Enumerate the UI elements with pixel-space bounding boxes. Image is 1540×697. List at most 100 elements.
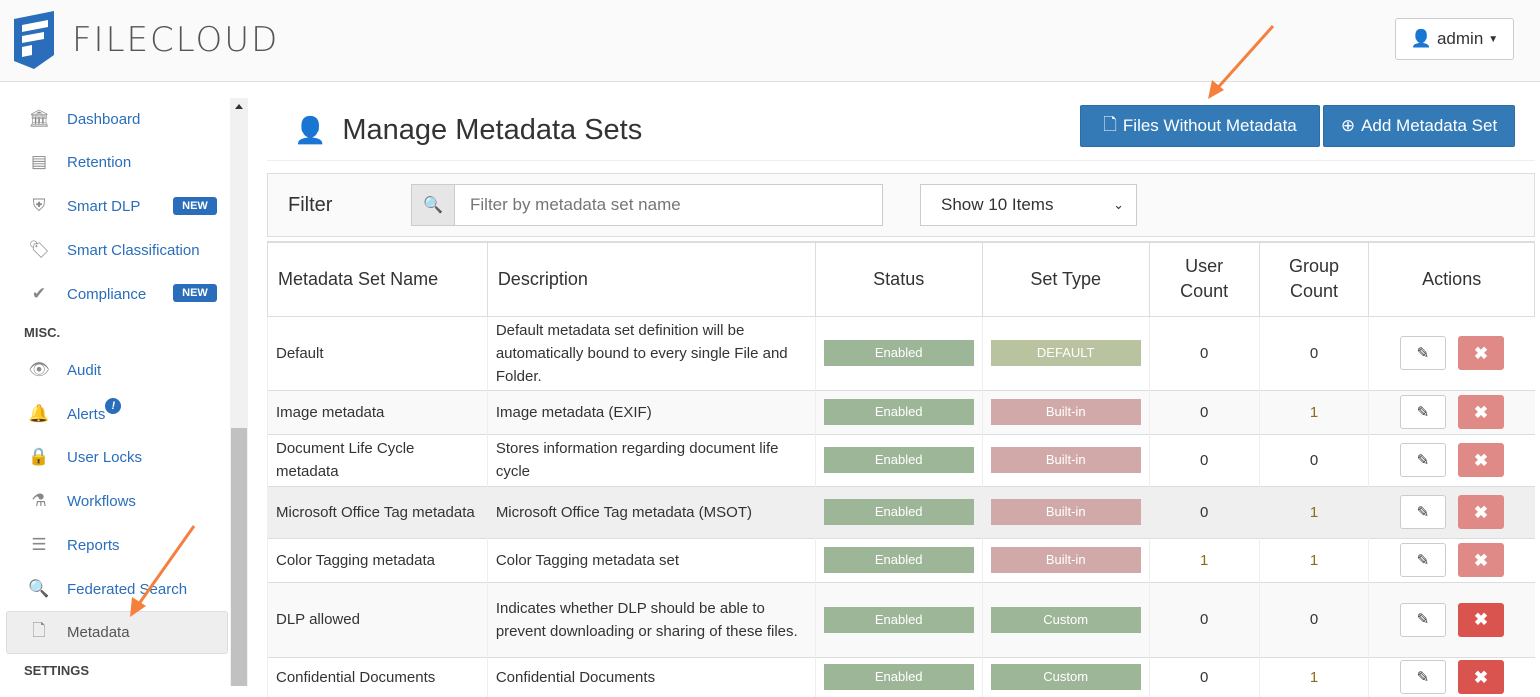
files-icon: 🗋 bbox=[32, 620, 46, 640]
cell-status: Enabled bbox=[814, 389, 983, 434]
cell-status: Enabled bbox=[814, 537, 983, 582]
bank-icon: 🏛 bbox=[28, 109, 50, 128]
delete-button[interactable]: ✖ bbox=[1457, 336, 1504, 370]
close-icon: ✖ bbox=[1473, 667, 1489, 687]
sidebar-item-compliance[interactable]: ✔ Compliance bbox=[24, 282, 146, 306]
sidebar-item-smart-classification[interactable]: 🏷 Smart Classification bbox=[24, 238, 200, 262]
sidebar-item-federated-search[interactable]: 🔍 Federated Search bbox=[24, 577, 187, 601]
cell-name: Color Tagging metadata bbox=[267, 537, 488, 582]
edit-icon: ✎ bbox=[1416, 551, 1430, 569]
sidebar-item-label: Workflows bbox=[67, 492, 136, 510]
cell-name: Microsoft Office Tag metadata bbox=[267, 485, 488, 538]
sidebar-item-user-locks[interactable]: 🔒 User Locks bbox=[24, 445, 142, 469]
close-icon: ✖ bbox=[1473, 610, 1489, 629]
scrollbar-thumb[interactable] bbox=[231, 428, 247, 686]
column-header-name[interactable]: Metadata Set Name bbox=[267, 241, 488, 317]
table-row: Color Tagging metadata Color Tagging met… bbox=[267, 537, 1535, 582]
column-header-description[interactable]: Description bbox=[486, 241, 816, 317]
filter-input[interactable] bbox=[454, 184, 883, 226]
cell-status: Enabled bbox=[814, 433, 983, 486]
column-header-user-count[interactable]: User Count bbox=[1148, 241, 1260, 317]
show-items-select[interactable]: Show 10 Items ⌄ bbox=[920, 184, 1137, 226]
cell-user-count: 0 bbox=[1148, 485, 1260, 538]
select-value: Show 10 Items bbox=[941, 195, 1054, 214]
cell-group-count: 0 bbox=[1258, 315, 1369, 390]
table-row: Microsoft Office Tag metadata Microsoft … bbox=[267, 485, 1535, 538]
edit-button[interactable]: ✎ bbox=[1399, 336, 1446, 370]
edit-button[interactable]: ✎ bbox=[1399, 495, 1446, 529]
status-badge: Enabled bbox=[823, 447, 974, 473]
set-type-badge: Custom bbox=[990, 606, 1141, 633]
cell-status: Enabled bbox=[814, 656, 983, 697]
delete-button[interactable]: ✖ bbox=[1457, 395, 1504, 429]
sidebar-scrollbar[interactable] bbox=[230, 98, 248, 686]
cell-set-type: DEFAULT bbox=[981, 315, 1150, 390]
sidebar-item-alerts[interactable]: 🔔 Alerts! bbox=[24, 398, 122, 426]
sidebar-item-label: Alerts bbox=[67, 405, 106, 423]
cell-set-type: Custom bbox=[981, 581, 1150, 657]
column-header-set-type[interactable]: Set Type bbox=[981, 241, 1150, 317]
edit-icon: ✎ bbox=[1416, 344, 1430, 362]
sidebar-item-workflows[interactable]: ⚗ Workflows bbox=[24, 489, 136, 513]
column-header-group-count[interactable]: Group Count bbox=[1258, 241, 1370, 317]
user-menu-label: admin bbox=[1436, 29, 1484, 48]
add-metadata-set-button[interactable]: ⊕ Add Metadata Set bbox=[1323, 105, 1515, 147]
sidebar-item-dashboard[interactable]: 🏛 Dashboard bbox=[24, 107, 140, 131]
delete-button[interactable]: ✖ bbox=[1457, 602, 1504, 637]
filter-label: Filter bbox=[288, 194, 333, 216]
close-icon: ✖ bbox=[1473, 343, 1489, 363]
cell-user-count: 0 bbox=[1148, 315, 1260, 390]
button-label: Files Without Metadata bbox=[1122, 116, 1297, 135]
cell-group-count: 1 bbox=[1258, 656, 1369, 697]
edit-icon: ✎ bbox=[1416, 611, 1430, 628]
files-without-metadata-button[interactable]: 🗋 Files Without Metadata bbox=[1080, 105, 1320, 147]
status-badge: Enabled bbox=[823, 499, 974, 525]
cell-name: Image metadata bbox=[267, 389, 488, 434]
cell-actions: ✎ ✖ bbox=[1368, 537, 1535, 582]
cell-actions: ✎ ✖ bbox=[1368, 485, 1535, 538]
sidebar-item-metadata[interactable]: 🗋 Metadata bbox=[24, 620, 129, 644]
sidebar-item-reports[interactable]: ☰ Reports bbox=[24, 533, 120, 557]
close-icon: ✖ bbox=[1473, 550, 1489, 570]
cell-name: DLP allowed bbox=[267, 581, 488, 657]
delete-button[interactable]: ✖ bbox=[1457, 660, 1504, 695]
flask-icon: ⚗ bbox=[31, 491, 47, 510]
column-header-status[interactable]: Status bbox=[814, 241, 983, 317]
edit-button[interactable]: ✎ bbox=[1399, 602, 1446, 637]
shield-icon: ⛨ bbox=[32, 196, 46, 215]
sidebar-item-smart-dlp[interactable]: ⛨ Smart DLP bbox=[24, 194, 141, 218]
set-type-badge: Built-in bbox=[990, 399, 1141, 425]
cell-group-count: 1 bbox=[1258, 485, 1369, 538]
cell-set-type: Built-in bbox=[981, 433, 1150, 486]
sidebar-item-label: Smart DLP bbox=[67, 197, 141, 215]
edit-button[interactable]: ✎ bbox=[1399, 660, 1446, 695]
edit-button[interactable]: ✎ bbox=[1399, 443, 1446, 477]
edit-button[interactable]: ✎ bbox=[1399, 543, 1446, 577]
page-title: 👤 Manage Metadata Sets bbox=[294, 114, 642, 147]
table-row: Confidential Documents Confidential Docu… bbox=[267, 656, 1535, 697]
filecloud-logo[interactable]: FILECLOUD bbox=[12, 11, 279, 69]
check-icon: ✔ bbox=[31, 284, 47, 303]
cell-name: Document Life Cycle metadata bbox=[267, 433, 488, 486]
delete-button[interactable]: ✖ bbox=[1457, 495, 1504, 529]
sidebar-item-label: Smart Classification bbox=[67, 241, 200, 259]
sidebar-item-label: Reports bbox=[67, 536, 120, 554]
close-icon: ✖ bbox=[1473, 502, 1489, 522]
delete-button[interactable]: ✖ bbox=[1457, 443, 1504, 477]
cell-user-count: 0 bbox=[1148, 581, 1260, 657]
delete-button[interactable]: ✖ bbox=[1457, 543, 1504, 577]
search-button[interactable]: 🔍 bbox=[411, 184, 455, 226]
new-badge: NEW bbox=[173, 197, 217, 215]
user-menu-button[interactable]: 👤 admin ▼ bbox=[1395, 18, 1514, 60]
status-badge: Enabled bbox=[823, 399, 974, 425]
sidebar-item-audit[interactable]: 👁 Audit bbox=[24, 358, 101, 382]
sidebar-item-retention[interactable]: ▤ Retention bbox=[24, 150, 131, 174]
sidebar-section-misc: MISC. bbox=[24, 325, 61, 340]
cell-set-type: Custom bbox=[981, 656, 1150, 697]
edit-button[interactable]: ✎ bbox=[1399, 395, 1446, 429]
table-row: Default Default metadata set definition … bbox=[267, 315, 1535, 390]
scroll-up-arrow-icon[interactable] bbox=[235, 104, 243, 109]
cell-actions: ✎ ✖ bbox=[1368, 581, 1535, 657]
cell-group-count: 1 bbox=[1258, 537, 1369, 582]
close-icon: ✖ bbox=[1473, 450, 1489, 470]
